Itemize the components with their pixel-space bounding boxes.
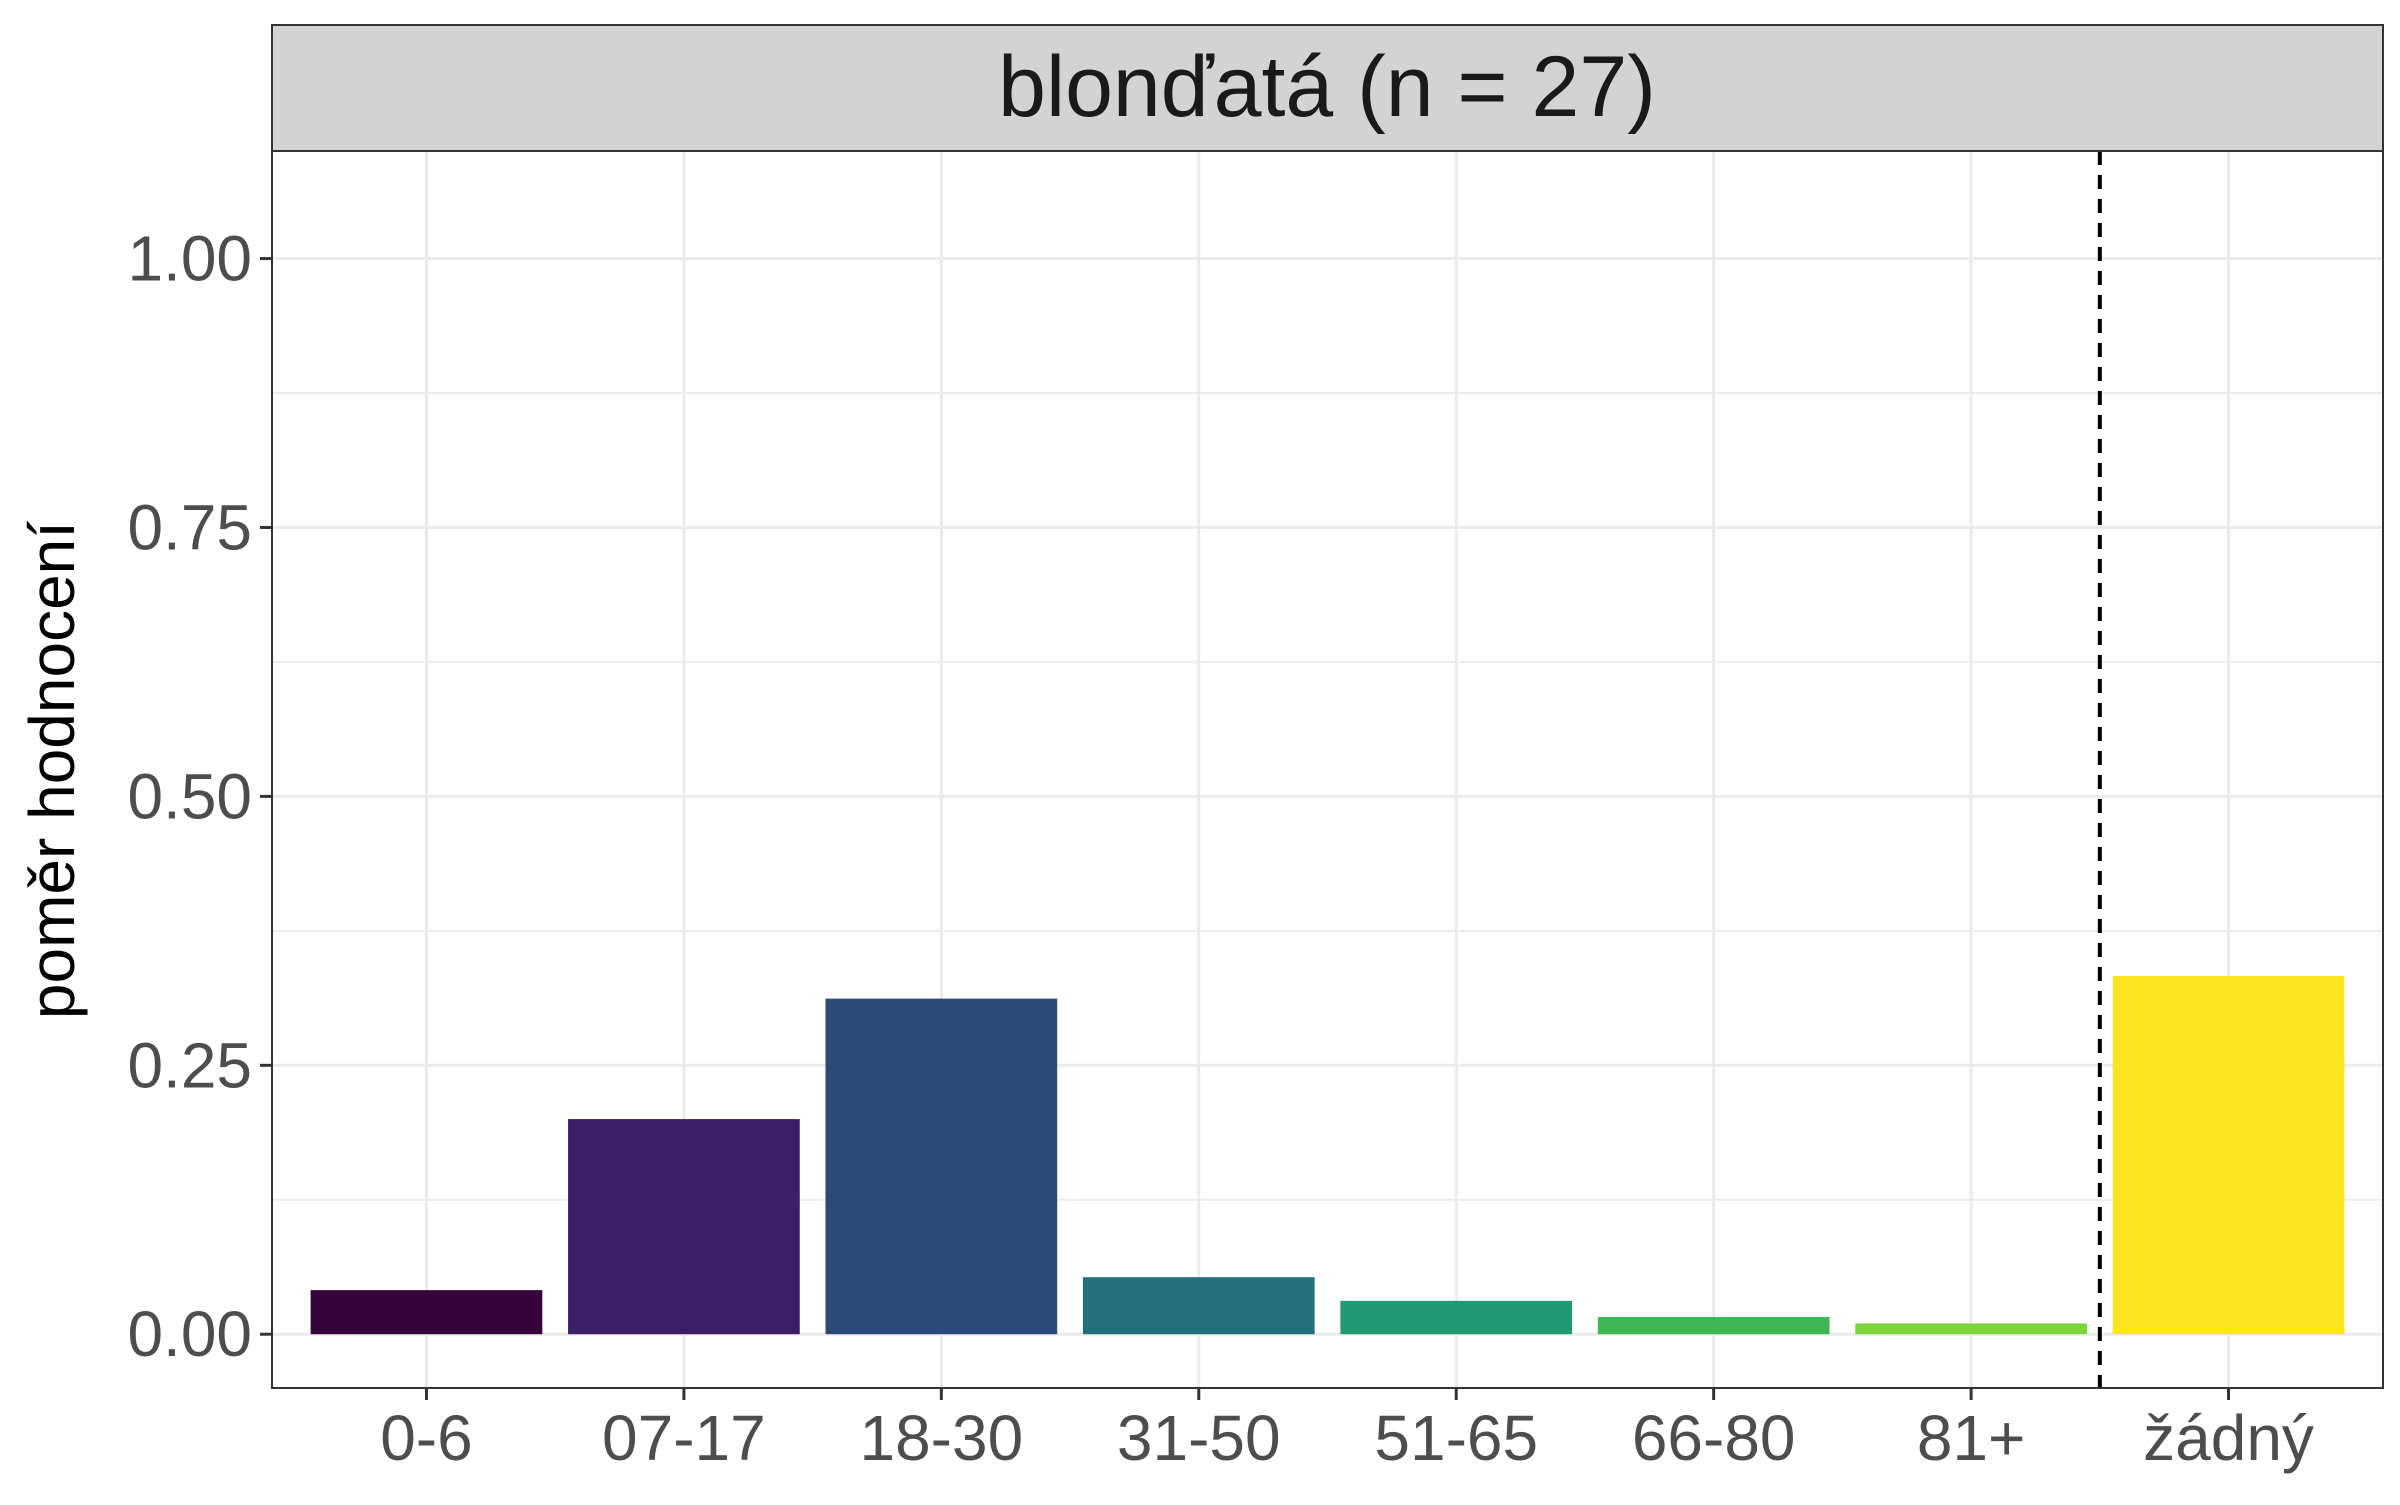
y-tick-label: 0.50: [127, 760, 252, 832]
x-tick-label: 07-17: [602, 1402, 766, 1474]
bar: [1082, 1277, 1315, 1335]
x-tick-label: 51-65: [1374, 1402, 1538, 1474]
bar: [568, 1119, 800, 1335]
axes: 0.00 0.25 0.50 0.75 1.00 0-6 07-17 18-30 31-50 51…: [127, 223, 2313, 1474]
x-tick-label: 31-50: [1117, 1402, 1281, 1474]
x-tick-label: 18-30: [859, 1402, 1023, 1474]
strip-background: [271, 24, 2384, 152]
bar: [310, 1290, 543, 1335]
y-tick-label: 0.75: [127, 491, 252, 563]
bar: [825, 998, 1058, 1335]
x-tick-label: žádný: [2143, 1402, 2314, 1474]
x-tick-label: 66-80: [1632, 1402, 1796, 1474]
y-tick-label: 0.25: [127, 1029, 252, 1101]
bars: [310, 976, 2345, 1335]
plot-border: [271, 150, 2384, 1389]
x-tick-label: 0-6: [380, 1402, 473, 1474]
y-tick-label: 1.00: [127, 223, 252, 295]
bar: [1855, 1323, 2087, 1335]
bar: [1340, 1300, 1573, 1335]
y-axis-title: poměr hodnocení: [16, 521, 88, 1019]
x-tick-label: 81+: [1917, 1402, 2026, 1474]
y-tick-label: 0.00: [127, 1298, 252, 1370]
bar: [2112, 976, 2345, 1335]
facet-title: blonďatá (n = 27): [998, 39, 1656, 135]
grid-lines: [272, 151, 2383, 1388]
bar: [1597, 1317, 1830, 1335]
